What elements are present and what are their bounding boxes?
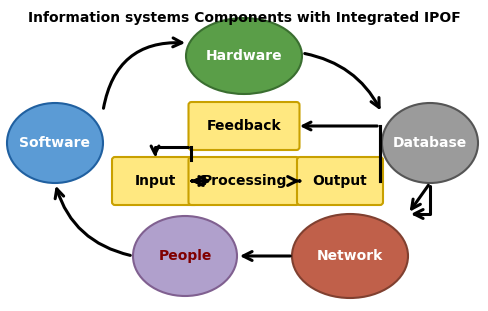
FancyBboxPatch shape (296, 157, 382, 205)
Text: People: People (158, 249, 211, 263)
Text: Processing: Processing (201, 174, 286, 188)
FancyBboxPatch shape (112, 157, 198, 205)
FancyBboxPatch shape (188, 102, 299, 150)
Ellipse shape (185, 18, 302, 94)
Ellipse shape (7, 103, 103, 183)
Ellipse shape (381, 103, 477, 183)
Ellipse shape (291, 214, 407, 298)
Text: Input: Input (134, 174, 175, 188)
Text: Software: Software (20, 136, 90, 150)
Ellipse shape (133, 216, 237, 296)
Text: Network: Network (316, 249, 382, 263)
Text: Information systems Components with Integrated IPOF: Information systems Components with Inte… (27, 11, 459, 25)
FancyBboxPatch shape (188, 157, 299, 205)
Text: Hardware: Hardware (205, 49, 282, 63)
Text: Feedback: Feedback (206, 119, 281, 133)
Text: Database: Database (392, 136, 466, 150)
Text: Output: Output (312, 174, 366, 188)
